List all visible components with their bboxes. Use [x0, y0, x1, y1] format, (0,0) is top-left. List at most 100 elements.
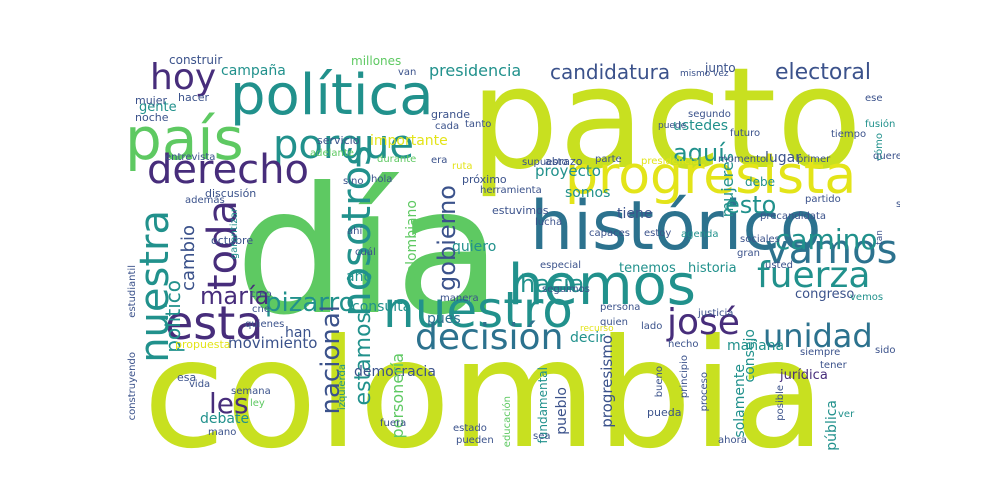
word-discusion: discusión [205, 187, 257, 200]
word-grande: grande [431, 108, 470, 121]
word-estoy: estoy [644, 228, 672, 239]
word-camino: camino [775, 223, 878, 256]
word-hacia: hacia [520, 270, 585, 298]
word-junto: junto [705, 61, 736, 75]
word-pueden: pueden [456, 435, 494, 446]
word-historia: historia [688, 261, 737, 276]
word-adelante: adelante [310, 148, 354, 159]
word-esta: esta [165, 296, 264, 350]
word-creo: creo [250, 289, 272, 300]
word-colombia: colombia [143, 308, 826, 450]
word-dia: día [235, 151, 502, 354]
word-recurso: recurso [580, 324, 614, 334]
word-lugar: lugar [765, 150, 801, 166]
word-van: van [398, 67, 417, 78]
word-semana: semana [231, 386, 271, 397]
word-quiero: quiero [452, 239, 497, 255]
word-gran: gran [737, 248, 760, 259]
word-tanto: tanto [465, 119, 492, 130]
word-cne: cne [252, 304, 270, 315]
word-ley: ley [250, 398, 265, 409]
word-queremos: queremos [873, 151, 900, 162]
word-presidencial: presidencial [641, 156, 702, 167]
word-abrazo: abrazo [545, 155, 583, 168]
word-mismo: mismo [680, 69, 711, 79]
word-han: han [285, 325, 312, 341]
word-historico: histórico [530, 187, 822, 266]
word-ese: ese [865, 93, 883, 104]
word-izquierda: izquierda [337, 364, 348, 411]
word-supuesto: supuesto [522, 157, 568, 168]
word-fuerza: fuerza [757, 255, 871, 296]
word-hecho: hecho [668, 339, 699, 350]
word-pacto: pacto [470, 50, 863, 201]
word-agenda: agenda [681, 229, 719, 240]
word-tiene: tiene [617, 206, 653, 222]
word-solamente: solamente [732, 364, 748, 438]
word-vez: vez [713, 69, 729, 79]
word-pueda: pueda [647, 406, 682, 419]
word-estamos: estamos [351, 312, 376, 406]
word-tiempo: tiempo [831, 129, 867, 140]
word-lado: lado [641, 321, 663, 332]
word-cada: cada [435, 121, 460, 132]
word-unidad: unidad [763, 317, 873, 355]
word-republica: república [824, 400, 840, 450]
word-hola: hola [371, 174, 393, 185]
word-servicio: servicio [317, 134, 360, 147]
word-ver: ver [838, 409, 855, 420]
word-proceso: proceso [699, 372, 710, 412]
word-maria: maría [200, 282, 270, 310]
word-parte: parte [595, 154, 622, 165]
word-persona: persona [600, 302, 641, 313]
word-era: era [431, 155, 448, 166]
word-especial: especial [540, 260, 582, 271]
word-fuera: fuera [380, 418, 407, 429]
word-entrevista: entrevista [165, 152, 216, 163]
word-precandidata: precandidata [760, 211, 827, 222]
word-principio: principio [679, 355, 690, 399]
word-quienes: quienes [245, 319, 285, 330]
word-usted: usted [765, 260, 793, 271]
word-pais: país [125, 105, 244, 173]
word-pizarro: pizarro [265, 288, 355, 318]
word-sociales: sociales [740, 234, 780, 245]
word-manana: mañana [727, 338, 785, 354]
word-decision: decisión [415, 317, 564, 358]
word-justicia: justicia [698, 308, 734, 319]
word-ruta: ruta [452, 161, 473, 172]
word-vemos: vemos [850, 292, 884, 303]
word-mujer: mujer [135, 94, 168, 107]
word-consulta: consulta [352, 299, 412, 315]
word-construyendo: construyendo [127, 352, 138, 421]
word-estudiantil: estudiantil [127, 265, 138, 318]
word-vamos: vamos [765, 227, 898, 273]
word-ahora: ahora [718, 435, 747, 446]
word-propuesta: propuesta [175, 338, 231, 351]
word-octubre: octubre [211, 234, 254, 247]
word-gobierno: gobierno [433, 185, 461, 291]
word-lucha: lucha [535, 217, 563, 228]
word-futuro: futuro [730, 128, 761, 139]
word-nuestro: nuestro [383, 281, 573, 339]
word-tener: tener [820, 360, 847, 371]
word-gente: gente [139, 100, 177, 115]
word-politica: política [230, 63, 434, 128]
word-estuvimos: estuvimos [492, 204, 549, 217]
word-esa: esa [177, 371, 197, 384]
word-fusion: fusión [865, 119, 896, 130]
word-juridica: jurídica [780, 368, 828, 383]
word-colombiano: colombiano [404, 200, 420, 282]
word-sea: sea [533, 431, 551, 442]
word-hemos: hemos [508, 253, 696, 318]
word-campana: campaña [221, 63, 286, 79]
word-como: cómo [874, 133, 885, 161]
word-segundo: segundo [688, 109, 731, 120]
word-sino: sino [343, 176, 364, 187]
word-construir: construir [169, 53, 223, 67]
word-vida: vida [189, 379, 211, 390]
word-ustedes: ustedes [673, 118, 729, 134]
word-esto: esto [725, 191, 777, 219]
word-les: les [209, 387, 249, 420]
word-cloud: colombia día pacto histórico progresista polí… [125, 50, 900, 450]
